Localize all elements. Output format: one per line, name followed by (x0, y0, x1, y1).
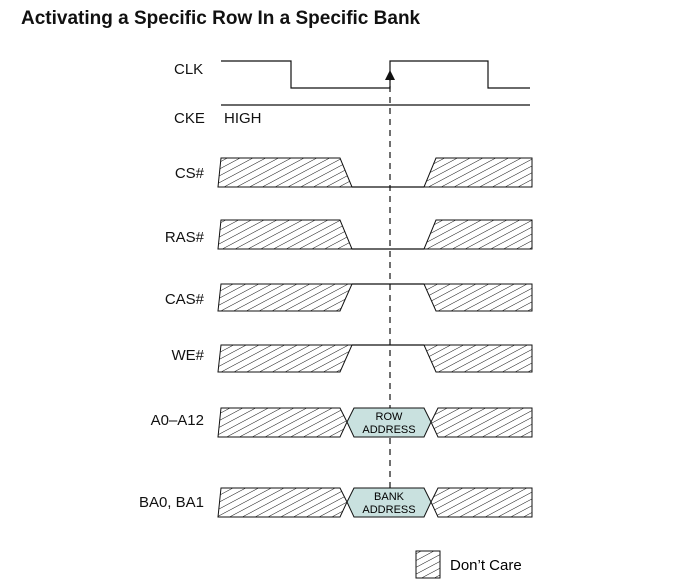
signal-label-we: WE# (171, 347, 204, 364)
legend-dont-care-label: Don’t Care (450, 557, 522, 574)
signal-label-cas: CAS# (164, 291, 204, 308)
row-address-label-line2: ADDRESS (362, 424, 415, 436)
dont-care-region (423, 219, 533, 250)
dont-care-region (217, 157, 353, 188)
cs-waveform (217, 157, 533, 188)
diagram-title: Activating a Specific Row In a Specific … (21, 8, 421, 29)
bank-address-cell (346, 487, 432, 518)
signal-label-bank: BA0, BA1 (138, 494, 204, 511)
dont-care-region (217, 219, 353, 250)
clk-waveform (221, 60, 530, 89)
dont-care-region (430, 487, 533, 518)
bank-address-label-line2: ADDRESS (362, 504, 415, 516)
signal-label-ras: RAS# (164, 229, 204, 246)
we-waveform (217, 344, 533, 373)
dont-care-region (423, 283, 533, 312)
legend: Don’t Care (415, 550, 522, 579)
signal-label-address: A0–A12 (150, 412, 204, 429)
row-address-cell (346, 407, 432, 438)
dont-care-region (423, 344, 533, 373)
cas-waveform (217, 283, 533, 312)
dont-care-region (217, 487, 348, 518)
bank-address-label-line1: BANK (374, 491, 405, 503)
dont-care-region (217, 407, 348, 438)
bank-bus-waveform: BANK ADDRESS (217, 487, 533, 518)
signal-label-clk: CLK (174, 61, 204, 78)
cke-state-label: HIGH (224, 110, 262, 127)
dont-care-region (423, 157, 533, 188)
signal-label-cs: CS# (174, 165, 204, 182)
dont-care-region (217, 283, 353, 312)
address-bus-waveform: ROW ADDRESS (217, 407, 533, 438)
ras-waveform (217, 219, 533, 250)
signal-label-cke: CKE (174, 110, 205, 127)
row-address-label-line1: ROW (376, 411, 404, 423)
legend-hatch-swatch (415, 550, 441, 579)
dont-care-region (430, 407, 533, 438)
dont-care-region (217, 344, 353, 373)
